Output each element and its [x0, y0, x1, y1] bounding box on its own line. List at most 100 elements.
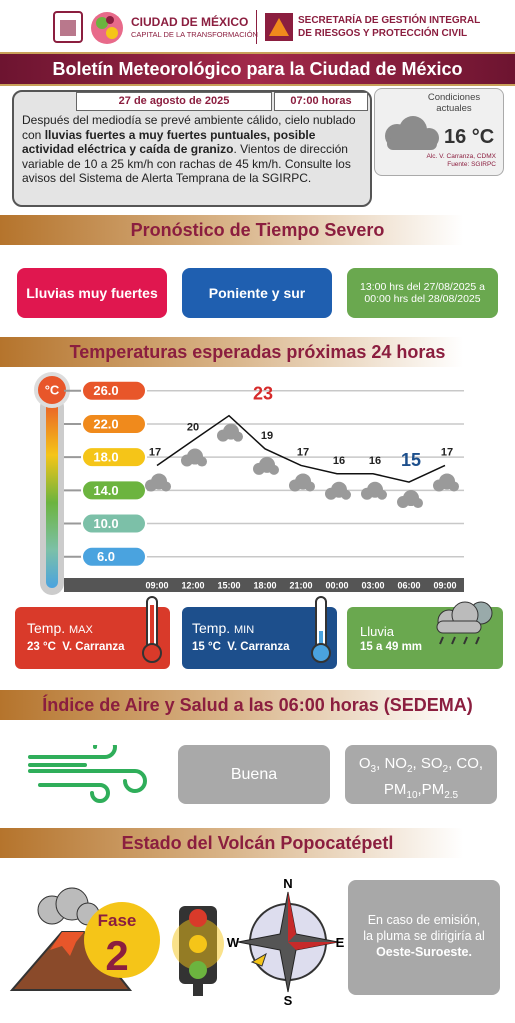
- value-label: 23: [253, 384, 273, 404]
- severe-card: 13:00 hrs del 27/08/2025 a 00:00 hrs del…: [347, 268, 498, 318]
- weather-icon: [361, 481, 387, 500]
- rain-value: 15 a 49 mm: [360, 641, 423, 653]
- section-title: Estado del Volcán Popocatépetl: [0, 828, 515, 858]
- phase-label: Fase: [98, 911, 137, 930]
- place: V. Carranza: [62, 641, 125, 653]
- x-tick-label: 09:00: [433, 580, 456, 590]
- cloud-part: [449, 481, 459, 492]
- pollutant-sub: 2: [406, 764, 413, 775]
- brand-sub: CAPITAL DE LA TRANSFORMACIÓN: [131, 30, 258, 39]
- air-quality: Buena: [178, 745, 330, 804]
- conditions-label: Condiciones actuales: [427, 92, 481, 114]
- rain-card: Lluvia 15 a 49 mm: [347, 601, 503, 669]
- label: Temp.: [192, 620, 231, 636]
- weather-icon: [145, 473, 171, 492]
- tick-pill: [81, 512, 147, 535]
- wind-icon: [28, 745, 147, 803]
- value: 23 °C: [27, 641, 56, 653]
- cloud-part: [233, 431, 243, 442]
- pollutant-text: ,PM: [417, 781, 445, 798]
- label: Temp.: [27, 620, 66, 636]
- cloud-part: [197, 456, 207, 467]
- cloud-part: [341, 489, 351, 500]
- rain-icon: [436, 601, 493, 645]
- pollutant-sub: 2.5: [444, 790, 459, 801]
- weather-icon: [217, 423, 243, 442]
- compass-w: W: [227, 935, 240, 950]
- rain-label: Lluvia: [360, 624, 394, 639]
- weather-icon: [325, 481, 351, 500]
- tick-pill: [81, 545, 147, 568]
- y-tick-label: 26.0: [93, 383, 118, 398]
- weather-icon: [433, 473, 459, 492]
- bulletin-segment: Después del mediodía se prevé ambiente c…: [22, 113, 356, 142]
- cloud-part: [269, 464, 279, 475]
- agency-line: DE RIESGOS Y PROTECCIÓN CIVIL: [298, 28, 468, 39]
- x-tick-label: 03:00: [361, 580, 384, 590]
- min-card: Temp. MIN 15 °C V. Carranza: [182, 596, 337, 669]
- value-label: 15: [401, 450, 421, 470]
- value-label: 16: [369, 455, 381, 467]
- bulletin-date: 27 de agosto de 2025: [76, 92, 272, 111]
- pollutant-text: PM: [383, 781, 407, 798]
- value-label: 17: [297, 446, 309, 458]
- min-value: 15 °C V. Carranza: [192, 641, 290, 653]
- conditions-location: Alc. V. Carranza, CDMX: [426, 153, 496, 160]
- conditions-temp: 16 °C: [444, 126, 495, 148]
- weather-icon: [181, 448, 207, 467]
- bulletin-segment: lluvias fuertes a muy fuertes puntuales,…: [22, 127, 316, 157]
- tick-pill: [81, 446, 147, 469]
- pollutant-text: O: [358, 755, 371, 772]
- x-tick-label: 00:00: [325, 580, 348, 590]
- agency: SECRETARÍA DE GESTIÓN INTEGRAL DE RIESGOS…: [298, 14, 480, 40]
- max-value: 23 °C V. Carranza: [27, 641, 125, 653]
- weather-icon: [397, 490, 423, 509]
- cloud-part: [377, 489, 387, 500]
- pollutant-sub: 2: [442, 764, 449, 775]
- pollutant-text: , SO: [412, 755, 443, 772]
- x-tick-label: 06:00: [397, 580, 420, 590]
- x-tick-label: 15:00: [217, 580, 240, 590]
- tick-pill: [81, 412, 147, 435]
- agency-line: SECRETARÍA DE GESTIÓN INTEGRAL: [298, 15, 481, 26]
- plume-message: En caso de emisión, la pluma se dirigirí…: [348, 880, 500, 995]
- y-tick-label: 22.0: [93, 416, 118, 431]
- value-label: 17: [441, 446, 453, 458]
- volcano-graphics: Fase 2 N E S W: [9, 876, 345, 1008]
- bulletin-text: Después del mediodía se prevé ambiente c…: [22, 113, 364, 186]
- x-axis-bar: [64, 578, 464, 592]
- direction: Oeste-Suroeste.: [376, 945, 472, 959]
- max-label: Temp. MAX: [27, 620, 93, 636]
- pollutant-sub: 3: [370, 764, 377, 775]
- max-card: Temp. MAX 23 °C V. Carranza: [15, 596, 170, 669]
- value-label: 19: [261, 430, 273, 442]
- section-title: Pronóstico de Tiempo Severo: [0, 215, 515, 245]
- tick-pill: [81, 479, 147, 502]
- severe-card: Lluvias muy fuertes: [17, 268, 167, 318]
- section-title: Índice de Aire y Salud a las 06:00 horas…: [0, 690, 515, 720]
- temperature-line: [156, 414, 446, 483]
- unit-label: °C: [45, 382, 60, 397]
- value-label: 17: [149, 446, 161, 458]
- section-title: Temperaturas esperadas próximas 24 horas: [0, 337, 515, 367]
- y-tick-label: 6.0: [97, 549, 115, 564]
- compass-e: E: [336, 935, 345, 950]
- divider: [256, 10, 257, 44]
- pollutant-text: , NO: [376, 755, 407, 772]
- bulletin-time: 07:00 horas: [274, 92, 368, 111]
- logos: [53, 11, 123, 44]
- x-tick-label: 18:00: [253, 580, 276, 590]
- cloud-part: [413, 498, 423, 509]
- min-label: Temp. MIN: [192, 620, 254, 636]
- label-sub: MIN: [234, 624, 255, 636]
- value: 15 °C: [192, 641, 221, 653]
- agency-logo: [265, 13, 293, 41]
- thermometer-fill: [46, 398, 58, 588]
- main-title: Boletín Meteorológico para la Ciudad de …: [0, 52, 515, 86]
- cloud-part: [161, 481, 171, 492]
- weather-icon: [289, 473, 315, 492]
- thermometer-icon: [142, 596, 162, 663]
- thermometer-icon: [311, 596, 331, 663]
- x-tick-label: 09:00: [145, 580, 168, 590]
- phase-number: 2: [105, 932, 128, 979]
